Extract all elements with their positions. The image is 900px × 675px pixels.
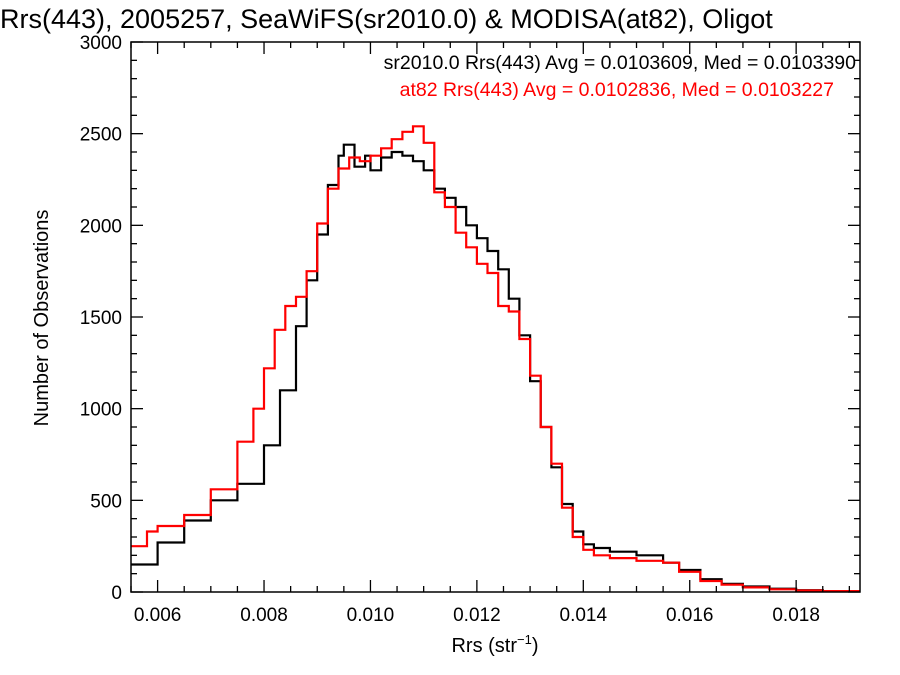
plot-area — [130, 41, 861, 593]
x-tick-label: 0.012 — [453, 605, 501, 626]
y-tick-label: 0 — [111, 583, 122, 604]
x-tick-label: 0.018 — [772, 605, 820, 626]
plot-frame — [130, 41, 861, 593]
y-tick-label: 1500 — [80, 308, 122, 329]
chart-title: Rrs(443), 2005257, SeaWiFS(sr2010.0) & M… — [0, 4, 773, 34]
series-line-sr2010 — [131, 143, 860, 592]
x-tick-label: 0.010 — [347, 605, 395, 626]
y-axis-ticks: 0 500 1000 1500 2000 2500 3000 — [80, 33, 860, 604]
x-tick-label: 0.008 — [240, 605, 288, 626]
y-tick-label: 500 — [90, 491, 122, 512]
x-tick-label: 0.014 — [560, 605, 608, 626]
x-tick-label: 0.006 — [134, 605, 182, 626]
y-tick-label: 1000 — [80, 400, 122, 421]
y-tick-label: 2500 — [80, 125, 122, 146]
legend-entry-at82: at82 Rrs(443) Avg = 0.0102836, Med = 0.0… — [400, 79, 834, 101]
y-tick-label: 2000 — [80, 216, 122, 237]
legend-entry-sr2010: sr2010.0 Rrs(443) Avg = 0.0103609, Med =… — [384, 52, 856, 74]
y-tick-label: 3000 — [80, 33, 122, 54]
x-axis-label: Rrs (str−1) — [451, 632, 538, 657]
x-axis-ticks: 0.006 0.008 0.010 0.012 0.014 0.016 0.018 — [130, 42, 851, 626]
series-line-at82 — [131, 125, 860, 592]
y-axis-label: Number of Observations — [31, 210, 53, 427]
x-tick-label: 0.016 — [666, 605, 714, 626]
